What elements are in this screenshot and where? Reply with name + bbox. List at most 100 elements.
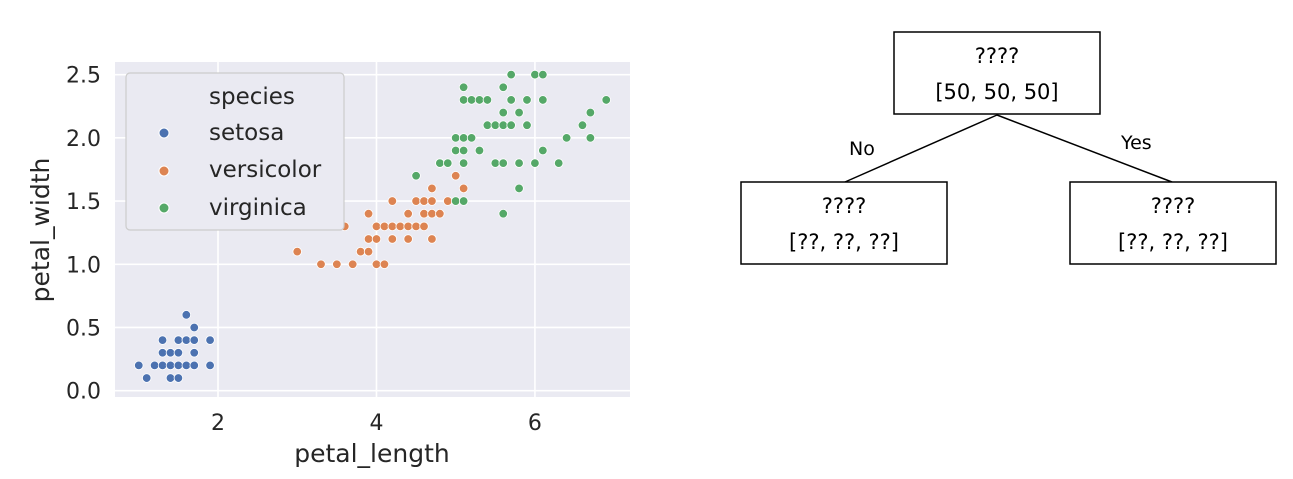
- point-versicolor: [427, 234, 437, 244]
- legend-label-virginica: virginica: [209, 195, 307, 221]
- decision-tree-diagram: No Yes ???? [50, 50, 50] ???? [??, ??, ?…: [740, 31, 1277, 265]
- root-node-box: [893, 31, 1101, 115]
- point-virginica: [498, 107, 508, 118]
- y-tick-label: 1.0: [66, 253, 101, 278]
- point-versicolor: [363, 246, 374, 257]
- point-virginica: [538, 69, 548, 80]
- point-setosa: [205, 360, 215, 371]
- point-versicolor: [419, 196, 429, 206]
- y-tick-label: 2.5: [66, 64, 101, 89]
- point-versicolor: [443, 196, 453, 206]
- point-virginica: [585, 107, 596, 118]
- point-versicolor: [411, 221, 421, 232]
- legend: species setosa versicolor virginica: [125, 72, 345, 231]
- legend-marker-setosa: [158, 127, 170, 139]
- left-node-title: ????: [822, 194, 867, 218]
- point-versicolor: [363, 208, 374, 219]
- point-setosa: [181, 335, 192, 345]
- right-node-title: ????: [1151, 194, 1196, 218]
- point-versicolor: [355, 246, 366, 257]
- point-virginica: [506, 120, 516, 130]
- point-virginica: [538, 95, 548, 105]
- point-versicolor: [427, 208, 437, 219]
- point-virginica: [443, 158, 453, 168]
- y-tick-label: 1.5: [66, 190, 101, 215]
- point-virginica: [498, 120, 508, 130]
- point-virginica: [458, 133, 469, 143]
- point-virginica: [458, 145, 469, 156]
- point-versicolor: [419, 208, 429, 219]
- point-virginica: [498, 158, 508, 168]
- point-virginica: [514, 183, 524, 194]
- y-tick-label: 0.5: [66, 316, 101, 341]
- point-setosa: [181, 360, 192, 371]
- point-setosa: [173, 360, 184, 371]
- point-setosa: [134, 360, 144, 371]
- point-versicolor: [332, 259, 342, 269]
- point-versicolor: [371, 259, 382, 269]
- point-versicolor: [403, 234, 413, 244]
- point-virginica: [450, 133, 461, 143]
- point-virginica: [498, 208, 508, 219]
- left-node-box: [740, 181, 948, 265]
- legend-title: species: [209, 84, 295, 110]
- point-virginica: [522, 120, 532, 130]
- point-setosa: [157, 335, 168, 345]
- point-virginica: [482, 120, 493, 130]
- point-virginica: [450, 196, 461, 206]
- point-versicolor: [347, 259, 358, 269]
- edge-right: [996, 114, 1173, 183]
- edge-left-label: No: [849, 138, 875, 160]
- y-axis-label: petal_width: [26, 158, 55, 303]
- point-setosa: [165, 373, 176, 383]
- point-virginica: [561, 133, 572, 143]
- point-versicolor: [363, 234, 374, 244]
- point-virginica: [490, 158, 501, 168]
- point-setosa: [157, 348, 168, 358]
- point-setosa: [189, 322, 199, 333]
- point-versicolor: [371, 221, 382, 232]
- point-virginica: [482, 95, 493, 105]
- point-virginica: [530, 158, 540, 168]
- point-setosa: [173, 335, 184, 345]
- point-setosa: [205, 335, 215, 345]
- point-setosa: [141, 373, 152, 383]
- point-virginica: [466, 133, 477, 143]
- point-virginica: [585, 133, 596, 143]
- point-virginica: [458, 158, 469, 168]
- right-node-box: [1069, 181, 1277, 265]
- point-versicolor: [387, 196, 398, 206]
- x-tick-label: 6: [528, 411, 542, 436]
- x-tick-label: 2: [211, 411, 225, 436]
- point-virginica: [506, 69, 516, 80]
- point-versicolor: [458, 183, 469, 194]
- point-versicolor: [316, 259, 326, 269]
- point-versicolor: [411, 196, 421, 206]
- point-versicolor: [403, 208, 413, 219]
- point-setosa: [181, 310, 192, 320]
- point-virginica: [411, 171, 421, 181]
- point-virginica: [490, 120, 501, 130]
- legend-box: [125, 72, 345, 231]
- point-virginica: [458, 196, 469, 206]
- point-setosa: [165, 348, 176, 358]
- point-virginica: [435, 158, 445, 168]
- tick-labels: 2 4 6 0.0 0.5 1.0 1.5 2.0 2.5: [66, 64, 542, 436]
- point-versicolor: [371, 234, 382, 244]
- root-node-counts: [50, 50, 50]: [935, 80, 1058, 104]
- point-virginica: [458, 95, 469, 105]
- point-versicolor: [395, 221, 405, 232]
- point-virginica: [577, 120, 588, 130]
- point-virginica: [450, 145, 461, 156]
- point-virginica: [498, 82, 508, 92]
- legend-label-versicolor: versicolor: [209, 157, 322, 183]
- point-versicolor: [419, 221, 429, 232]
- point-versicolor: [435, 208, 445, 219]
- point-setosa: [189, 348, 199, 358]
- point-virginica: [601, 95, 611, 105]
- point-setosa: [157, 360, 168, 371]
- point-setosa: [165, 360, 176, 371]
- point-versicolor: [387, 234, 398, 244]
- legend-marker-versicolor: [158, 165, 170, 177]
- root-node-title: ????: [975, 44, 1020, 68]
